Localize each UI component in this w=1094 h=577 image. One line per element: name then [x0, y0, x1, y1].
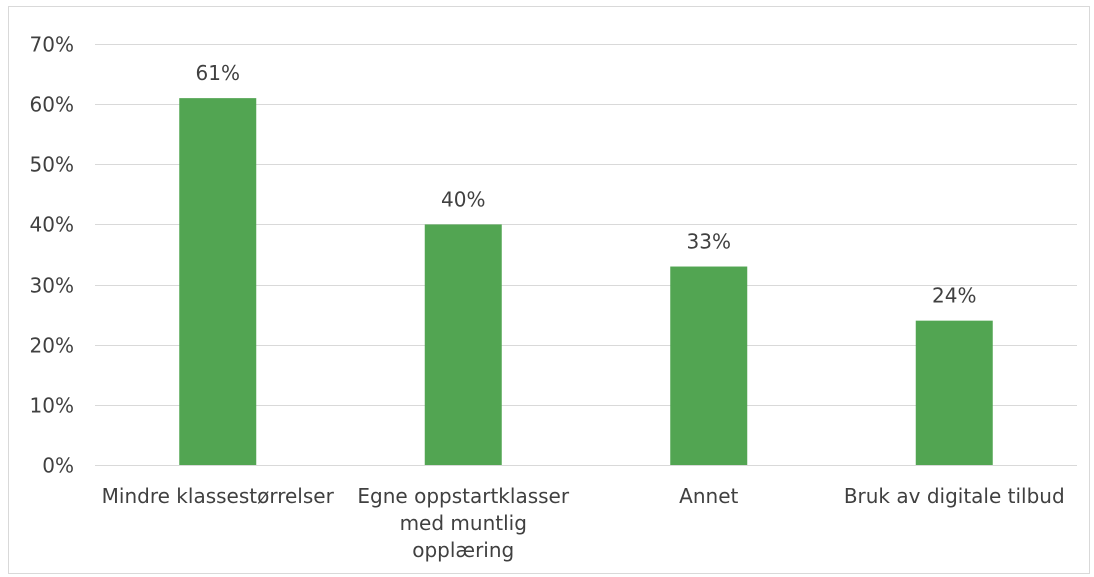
category-label: Bruk av digitale tilbud [844, 484, 1065, 508]
category-label: Mindre klassestørrelser [102, 484, 335, 508]
data-label: 61% [196, 61, 240, 85]
y-tick-label: 10% [30, 394, 74, 418]
bar [670, 266, 748, 465]
data-label: 33% [687, 230, 731, 254]
bars [179, 98, 993, 465]
y-tick-label: 70% [30, 33, 74, 57]
category-label: Annet [679, 484, 738, 508]
gridlines [95, 44, 1077, 466]
data-labels: 61% 40% 33% 24% [196, 61, 977, 308]
bar [424, 224, 502, 465]
y-tick-label: 0% [42, 454, 74, 478]
bar [915, 320, 993, 465]
data-label: 40% [441, 187, 485, 211]
bar [179, 98, 257, 465]
data-label: 24% [932, 284, 976, 308]
x-axis-categories: Mindre klassestørrelser Egne oppstartklas… [102, 484, 1065, 562]
y-axis-ticks: 0% 10% 20% 30% 40% 50% 60% 70% [30, 33, 74, 478]
y-tick-label: 60% [30, 93, 74, 117]
y-tick-label: 50% [30, 153, 74, 177]
y-tick-label: 20% [30, 334, 74, 358]
category-label: Egne oppstartklasser med muntlig opplæring [357, 484, 569, 562]
y-tick-label: 30% [30, 274, 74, 298]
y-tick-label: 40% [30, 213, 74, 237]
